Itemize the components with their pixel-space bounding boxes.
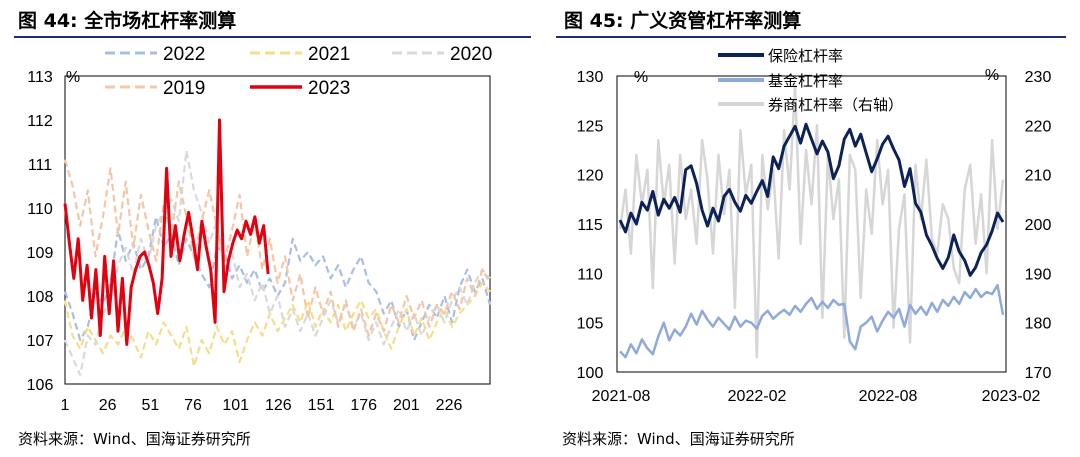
left-x-tick-label-4: 101 xyxy=(222,397,249,414)
left-y-tick-label-2: 108 xyxy=(27,289,54,306)
left-x-tick-label-9: 226 xyxy=(436,397,463,414)
left-x-tick-label-7: 176 xyxy=(350,397,377,414)
right-legend-label-0: 保险杠杆率 xyxy=(768,48,843,65)
left-x-tick-label-1: 26 xyxy=(99,397,117,414)
right-right-y-tick-label-2: 190 xyxy=(1025,266,1052,283)
left-source-note: 资料来源：Wind、国海证券研究所 xyxy=(18,430,251,448)
left-y-tick-label-5: 111 xyxy=(28,157,52,174)
right-left-y-tick-label-5: 125 xyxy=(577,118,604,135)
left-x-tick-label-5: 126 xyxy=(265,397,292,414)
left-y-tick-label-1: 107 xyxy=(27,333,54,350)
left-legend-label-2021: 2021 xyxy=(308,44,350,65)
left-x-tick-label-3: 76 xyxy=(184,397,202,414)
right-right-y-tick-label-5: 220 xyxy=(1025,118,1052,135)
right-left-y-tick-label-4: 120 xyxy=(577,168,604,185)
left-legend-label-2020: 2020 xyxy=(450,44,492,65)
right-legend-label-1: 基金杠杆率 xyxy=(768,73,843,90)
right-right-y-tick-label-0: 170 xyxy=(1025,365,1052,382)
left-y-tick-label-6: 112 xyxy=(27,113,53,130)
right-right-y-tick-label-3: 200 xyxy=(1025,217,1052,234)
left-legend-label-2019: 2019 xyxy=(163,78,205,99)
left-plot-frame xyxy=(64,75,491,385)
right-left-y-tick-label-1: 105 xyxy=(577,316,604,333)
right-left-y-tick-label-6: 130 xyxy=(577,69,604,86)
right-right-y-tick-label-1: 180 xyxy=(1025,316,1052,333)
right-x-tick-label-3: 2023-02 xyxy=(982,388,1041,405)
left-x-tick-label-8: 201 xyxy=(393,397,420,414)
left-series-line-2020 xyxy=(63,149,491,377)
left-chart-title: 图 44: 全市场杠杆率测算 xyxy=(18,10,237,32)
left-legend-label-2022: 2022 xyxy=(163,44,205,65)
right-source-note: 资料来源：Wind、国海证券研究所 xyxy=(562,430,795,448)
right-left-y-unit-label: % xyxy=(634,69,648,86)
right-series-line-2 xyxy=(618,84,1005,359)
left-y-tick-label-0: 106 xyxy=(27,377,54,394)
left-x-tick-label-6: 151 xyxy=(308,397,335,414)
right-x-tick-label-0: 2021-08 xyxy=(592,388,651,405)
right-left-y-tick-label-3: 115 xyxy=(577,217,603,234)
left-series-line-2023 xyxy=(63,118,270,346)
right-right-y-tick-label-6: 230 xyxy=(1025,69,1052,86)
left-y-unit-label: % xyxy=(66,69,80,86)
right-left-y-tick-label-0: 100 xyxy=(577,365,604,382)
left-series-line-2021 xyxy=(63,281,491,368)
right-chart-header: 图 45: 广义资管杠杆率测算 xyxy=(556,0,1066,38)
left-y-tick-label-4: 110 xyxy=(27,201,53,218)
right-x-tick-label-2: 2022-08 xyxy=(859,388,918,405)
right-legend-label-2: 券商杠杆率（右轴） xyxy=(768,97,903,114)
left-y-tick-label-3: 109 xyxy=(27,245,54,262)
right-series-line-0 xyxy=(618,122,1005,277)
right-plot-frame xyxy=(616,75,1007,373)
left-x-tick-label-2: 51 xyxy=(141,397,159,414)
left-y-tick-label-7: 113 xyxy=(27,69,53,86)
left-series-line-2019 xyxy=(63,159,491,337)
left-legend-label-2023: 2023 xyxy=(308,78,350,99)
right-right-y-tick-label-4: 210 xyxy=(1025,168,1052,185)
right-left-y-tick-label-2: 110 xyxy=(577,266,603,283)
right-x-tick-label-1: 2022-02 xyxy=(728,388,787,405)
right-right-y-unit-label: % xyxy=(985,67,999,84)
right-chart-title: 图 45: 广义资管杠杆率测算 xyxy=(564,10,802,32)
right-chart: 100 105 110 115 120 125 130 170 180 190 200 210 220 2… xyxy=(577,48,1052,405)
left-chart-header: 图 44: 全市场杠杆率测算 xyxy=(14,0,531,38)
left-x-tick-label-0: 1 xyxy=(61,397,70,414)
right-series-line-1 xyxy=(619,283,1005,359)
